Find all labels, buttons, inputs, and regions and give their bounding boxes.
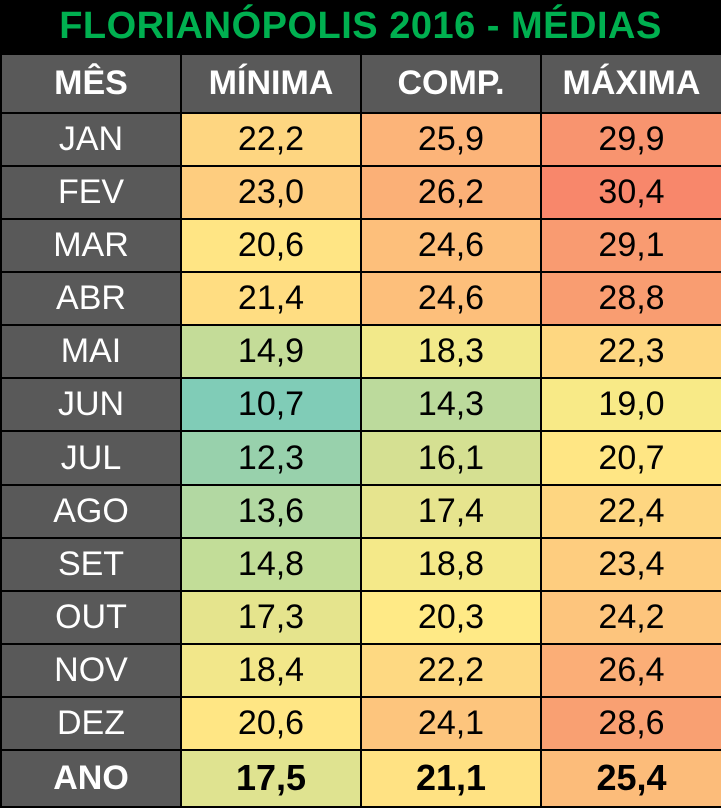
month-cell: NOV (0, 642, 182, 698)
maximum-cell: 26,4 (540, 642, 721, 698)
compensated-cell: 17,4 (360, 483, 542, 539)
month-cell: OUT (0, 589, 182, 645)
table-row: JUL 12,3 16,1 20,7 (0, 430, 721, 486)
compensated-cell: 24,1 (360, 695, 542, 751)
averages-table: MÊS MÍNIMA COMP. MÁXIMA JAN 22,2 25,9 29,9 F… (0, 53, 721, 808)
minimum-cell: 21,4 (180, 271, 362, 327)
minimum-cell: 10,7 (180, 377, 362, 433)
total-row: ANO 17,5 21,1 25,4 (0, 748, 721, 808)
maximum-cell: 20,7 (540, 430, 721, 486)
header-month: MÊS (0, 53, 182, 114)
table-row: FEV 23,0 26,2 30,4 (0, 165, 721, 221)
minimum-cell: 20,6 (180, 218, 362, 274)
table-row: MAI 14,9 18,3 22,3 (0, 324, 721, 380)
minimum-cell: 22,2 (180, 111, 362, 168)
minimum-cell: 23,0 (180, 165, 362, 221)
month-cell: FEV (0, 165, 182, 221)
table-body: JAN 22,2 25,9 29,9 FEV 23,0 26,2 30,4 MAR 20,6 24,… (0, 111, 721, 808)
compensated-cell: 25,9 (360, 111, 542, 168)
compensated-cell: 24,6 (360, 218, 542, 274)
month-cell: MAR (0, 218, 182, 274)
compensated-cell: 18,8 (360, 536, 542, 592)
maximum-cell: 28,6 (540, 695, 721, 751)
table-row: AGO 13,6 17,4 22,4 (0, 483, 721, 539)
minimum-cell: 14,8 (180, 536, 362, 592)
compensated-cell: 16,1 (360, 430, 542, 486)
maximum-cell: 25,4 (540, 748, 721, 808)
compensated-cell: 21,1 (360, 748, 542, 808)
maximum-cell: 29,9 (540, 111, 721, 168)
month-cell: MAI (0, 324, 182, 380)
compensated-cell: 20,3 (360, 589, 542, 645)
minimum-cell: 17,3 (180, 589, 362, 645)
header-compensated: COMP. (360, 53, 542, 114)
header-minimum: MÍNIMA (180, 53, 362, 114)
compensated-cell: 26,2 (360, 165, 542, 221)
minimum-cell: 17,5 (180, 748, 362, 808)
minimum-cell: 20,6 (180, 695, 362, 751)
table-row: JUN 10,7 14,3 19,0 (0, 377, 721, 433)
table-title: FLORIANÓPOLIS 2016 - MÉDIAS (59, 5, 662, 47)
month-cell: ABR (0, 271, 182, 327)
minimum-cell: 18,4 (180, 642, 362, 698)
compensated-cell: 18,3 (360, 324, 542, 380)
month-cell: SET (0, 536, 182, 592)
table-row: MAR 20,6 24,6 29,1 (0, 218, 721, 274)
maximum-cell: 29,1 (540, 218, 721, 274)
maximum-cell: 28,8 (540, 271, 721, 327)
maximum-cell: 22,4 (540, 483, 721, 539)
maximum-cell: 19,0 (540, 377, 721, 433)
minimum-cell: 12,3 (180, 430, 362, 486)
month-cell: DEZ (0, 695, 182, 751)
minimum-cell: 14,9 (180, 324, 362, 380)
minimum-cell: 13,6 (180, 483, 362, 539)
month-cell: JUL (0, 430, 182, 486)
compensated-cell: 22,2 (360, 642, 542, 698)
month-cell: ANO (0, 748, 182, 808)
month-cell: AGO (0, 483, 182, 539)
maximum-cell: 23,4 (540, 536, 721, 592)
header-row: MÊS MÍNIMA COMP. MÁXIMA (0, 53, 721, 114)
table-row: OUT 17,3 20,3 24,2 (0, 589, 721, 645)
month-cell: JUN (0, 377, 182, 433)
month-cell: JAN (0, 111, 182, 168)
table-row: JAN 22,2 25,9 29,9 (0, 111, 721, 168)
header-maximum: MÁXIMA (540, 53, 721, 114)
maximum-cell: 22,3 (540, 324, 721, 380)
maximum-cell: 30,4 (540, 165, 721, 221)
compensated-cell: 24,6 (360, 271, 542, 327)
compensated-cell: 14,3 (360, 377, 542, 433)
table-row: ABR 21,4 24,6 28,8 (0, 271, 721, 327)
table-row: NOV 18,4 22,2 26,4 (0, 642, 721, 698)
maximum-cell: 24,2 (540, 589, 721, 645)
table-row: DEZ 20,6 24,1 28,6 (0, 695, 721, 751)
table-row: SET 14,8 18,8 23,4 (0, 536, 721, 592)
